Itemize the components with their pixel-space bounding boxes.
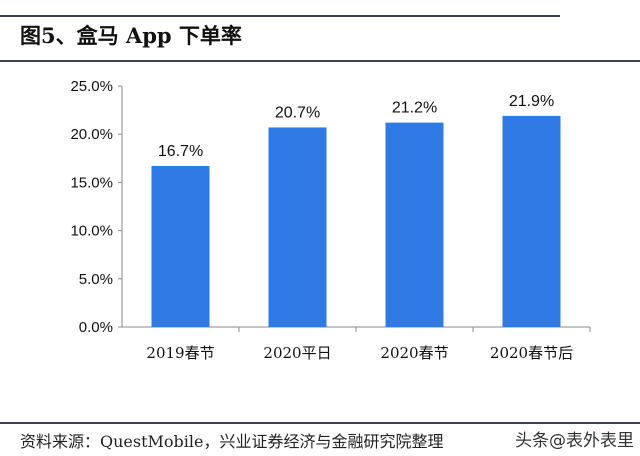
y-tick-label: 25.0%: [70, 78, 113, 95]
data-label: 16.7%: [158, 143, 203, 160]
y-tick-label: 20.0%: [70, 126, 113, 143]
footer-rule: [0, 422, 640, 424]
x-tick-label: 2020平日: [263, 344, 331, 362]
data-label: 21.9%: [509, 93, 554, 110]
y-tick-label: 10.0%: [70, 223, 113, 240]
data-label: 21.2%: [392, 100, 437, 117]
watermark: 头条@表外表里: [515, 431, 634, 451]
x-tick-label: 2020春节: [380, 344, 448, 362]
figure-title: 图5、盒马 App 下单率: [20, 23, 242, 48]
bar: [385, 122, 444, 327]
x-tick-label: 2020春节后: [490, 344, 573, 362]
source-note: 资料来源：QuestMobile，兴业证券经济与金融研究院整理: [20, 432, 444, 451]
top-rule: [0, 15, 560, 17]
y-tick-label: 0.0%: [79, 319, 113, 336]
bar: [151, 166, 210, 327]
y-tick-label: 5.0%: [79, 271, 113, 288]
title-bottom-rule: [0, 60, 640, 62]
data-label: 20.7%: [275, 104, 320, 121]
bar: [268, 127, 327, 328]
bar: [502, 115, 561, 327]
y-tick-label: 15.0%: [70, 174, 113, 191]
bar-chart: 0.0% 5.0% 10.0% 15.0% 20.0% 25.0% 16.7% 2019春节 2…: [70, 78, 591, 362]
x-tick-label: 2019春节: [146, 344, 214, 362]
